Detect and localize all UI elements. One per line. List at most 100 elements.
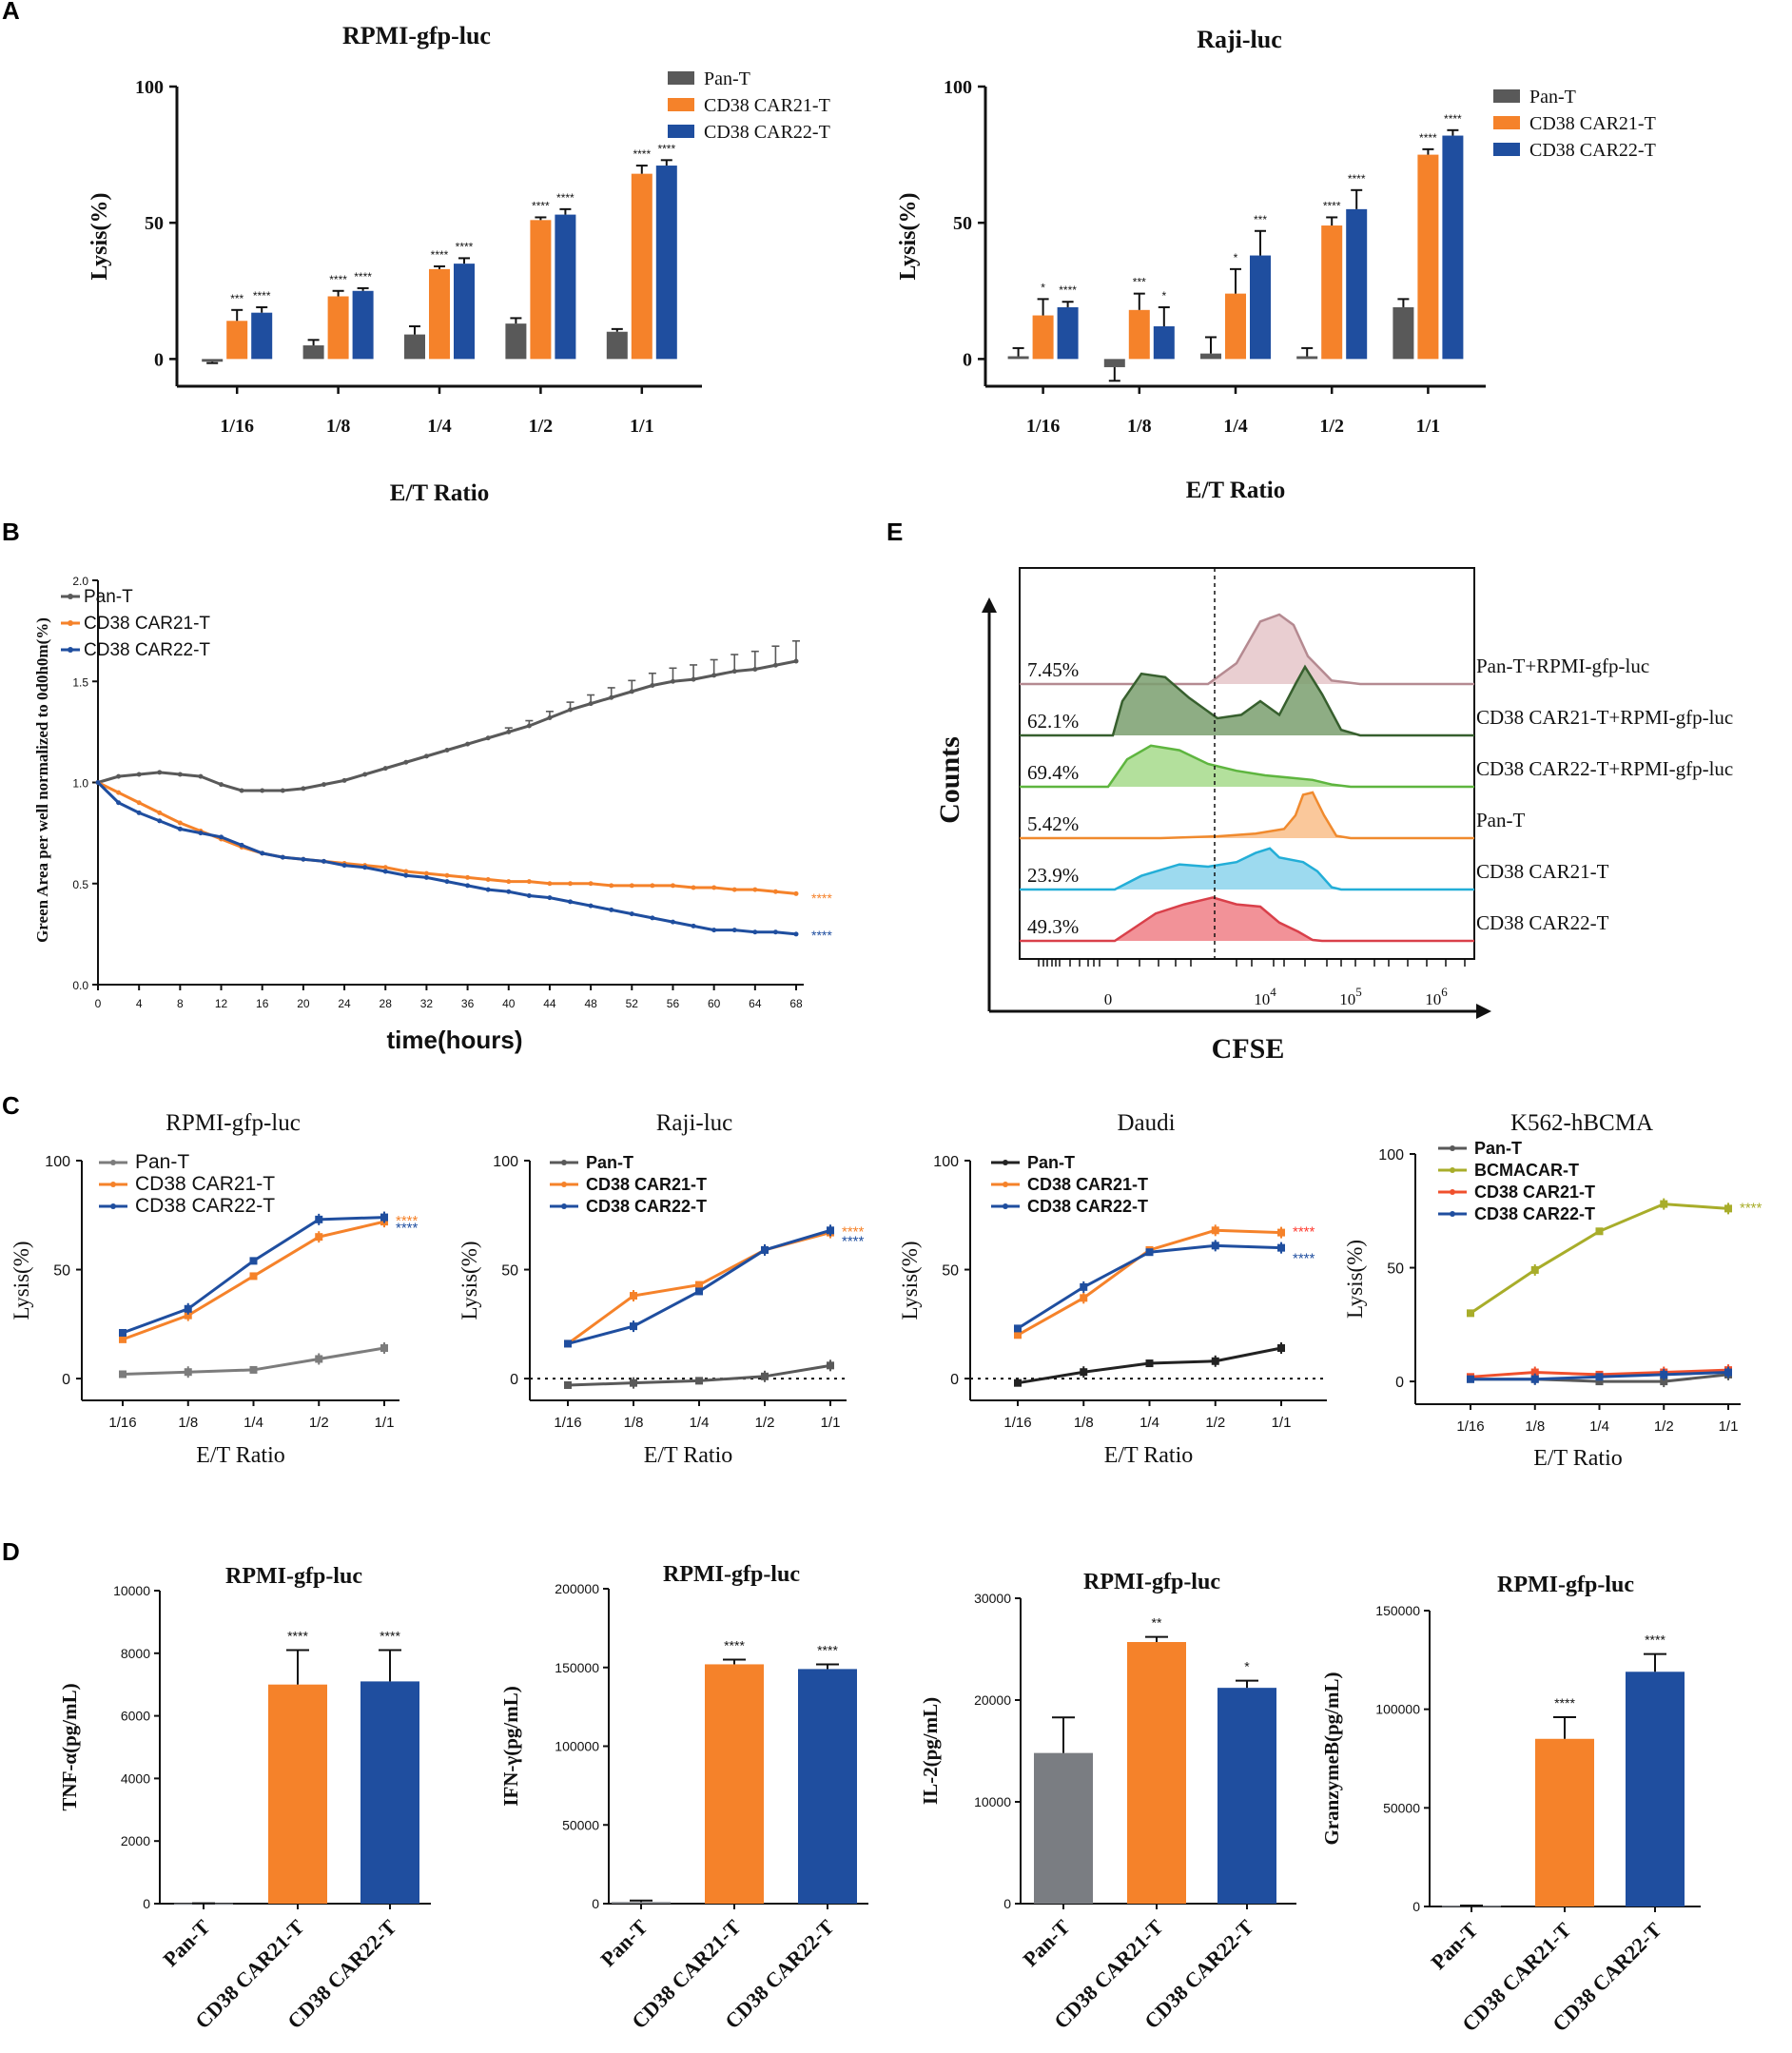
legend-marker (1450, 1145, 1455, 1151)
x-tick-label: 104 (1254, 985, 1276, 1008)
significance-label: **** (1645, 1633, 1665, 1648)
y-axis-label: IL-2(pg/mL) (919, 1697, 942, 1805)
data-point (485, 887, 491, 892)
x-tick-label: 1/1 (1416, 416, 1441, 437)
track-label: CD38 CAR21-T+RPMI-gfp-luc (1476, 706, 1733, 729)
chart-c2: Raji-luc 0 50 100 Lysis(%) E/T Ratio 1/16 1/8 1/… (458, 1110, 865, 1468)
legend-label: CD38 CAR22-T (1027, 1197, 1148, 1216)
data-point (249, 1272, 258, 1281)
significance-label: *** (230, 292, 243, 305)
series-line (1017, 1243, 1282, 1330)
x-axis-label: E/T Ratio (1533, 1446, 1623, 1471)
y-tick-label: 100 (1378, 1147, 1404, 1163)
data-point (157, 818, 163, 824)
data-point (423, 870, 429, 876)
data-point (301, 786, 306, 792)
x-tick-label: 0 (1104, 990, 1113, 1008)
significance-label: ** (1152, 1615, 1162, 1631)
histogram-track (1020, 664, 1474, 737)
x-tick-label: 1/16 (220, 416, 254, 437)
significance-label: **** (1419, 131, 1437, 145)
chart-title: K562-hBCMA (1510, 1110, 1653, 1136)
data-point (485, 877, 491, 882)
y-axis-label: TNF-α(pg/mL) (58, 1683, 81, 1810)
bar (302, 345, 324, 360)
data-point (564, 1380, 572, 1389)
histogram-track (1020, 744, 1474, 789)
data-point (136, 800, 142, 806)
y-tick-label: 0.5 (72, 878, 88, 891)
x-tick-label: 16 (256, 997, 269, 1010)
gate-percentage: 7.45% (1027, 658, 1079, 681)
data-point (711, 928, 717, 933)
gate-percentage: 69.4% (1027, 761, 1079, 784)
data-point (321, 782, 326, 788)
data-point (629, 911, 634, 917)
data-point (382, 869, 388, 874)
y-axis-label: Lysis(%) (88, 192, 112, 280)
significance-label: **** (329, 273, 347, 286)
legend-label: Pan-T (135, 1151, 189, 1173)
data-point (260, 788, 265, 793)
x-tick-exponent: 4 (1270, 985, 1276, 999)
x-tick-label: 1/2 (309, 1415, 329, 1431)
x-tick-label: 1/1 (1272, 1415, 1292, 1431)
x-tick-label: Pan-T (158, 1915, 214, 1971)
panel-label-d: D (2, 1537, 20, 1566)
legend-swatch (1493, 143, 1520, 156)
data-point (341, 863, 347, 869)
x-tick-label: 32 (420, 997, 434, 1010)
data-point (444, 872, 450, 878)
data-point (119, 1370, 127, 1378)
data-point (695, 1281, 703, 1289)
x-tick-label: 1/4 (690, 1415, 710, 1431)
chart-a1: RPMI-gfp-luc 0 50 100 Lysis(%) E/T Ratio 1/16 *… (88, 22, 830, 506)
bar (202, 359, 224, 362)
y-tick-label: 0 (1395, 1375, 1404, 1391)
data-point (119, 1335, 127, 1343)
bar (1200, 353, 1221, 360)
data-point (177, 820, 183, 826)
bar (1217, 1688, 1276, 1904)
x-tick-label: 1/16 (554, 1415, 581, 1431)
data-point (382, 766, 388, 772)
data-point (564, 1339, 572, 1348)
legend-swatch (668, 71, 694, 85)
x-tick-label: 52 (626, 997, 639, 1010)
bar (798, 1669, 857, 1904)
x-axis-label: E/T Ratio (1104, 1443, 1194, 1468)
series-line (96, 781, 797, 936)
data-point (136, 772, 142, 777)
x-tick-label: 1/4 (427, 416, 452, 437)
x-tick-label: 1/4 (1223, 416, 1248, 437)
chart-c4: K562-hBCMA 0 50 100 Lysis(%) E/T Ratio 1/16 1/8… (1343, 1110, 1763, 1471)
bar (360, 1681, 419, 1904)
x-tick-label: 56 (667, 997, 680, 1010)
track-label: Pan-T (1476, 809, 1525, 831)
x-tick-label: 68 (789, 997, 803, 1010)
significance-label: **** (1348, 172, 1366, 186)
data-point (116, 790, 122, 795)
significance-label: **** (396, 1213, 419, 1229)
data-point (568, 899, 574, 905)
x-tick-label: 28 (380, 997, 393, 1010)
x-tick-label: 1/2 (755, 1415, 775, 1431)
data-point (157, 810, 163, 815)
legend-swatch (668, 98, 694, 111)
y-tick-label: 100 (493, 1154, 518, 1170)
y-tick-label: 150000 (555, 1660, 599, 1675)
x-axis-label: time(hours) (387, 1026, 523, 1054)
track-label: CD38 CAR22-T+RPMI-gfp-luc (1476, 757, 1733, 780)
legend-label: Pan-T (1027, 1153, 1075, 1172)
legend-label: CD38 CAR21-T (1027, 1175, 1148, 1194)
histogram-track (1020, 896, 1474, 943)
y-arrow-head (982, 597, 997, 613)
legend-label: CD38 CAR22-T (1474, 1204, 1595, 1223)
data-point (772, 929, 778, 935)
legend-marker (1450, 1167, 1455, 1173)
x-tick-label: Pan-T (1426, 1918, 1482, 1974)
significance-label: **** (811, 890, 832, 906)
data-point (650, 915, 655, 921)
y-axis-label: Lysis(%) (1343, 1240, 1367, 1319)
